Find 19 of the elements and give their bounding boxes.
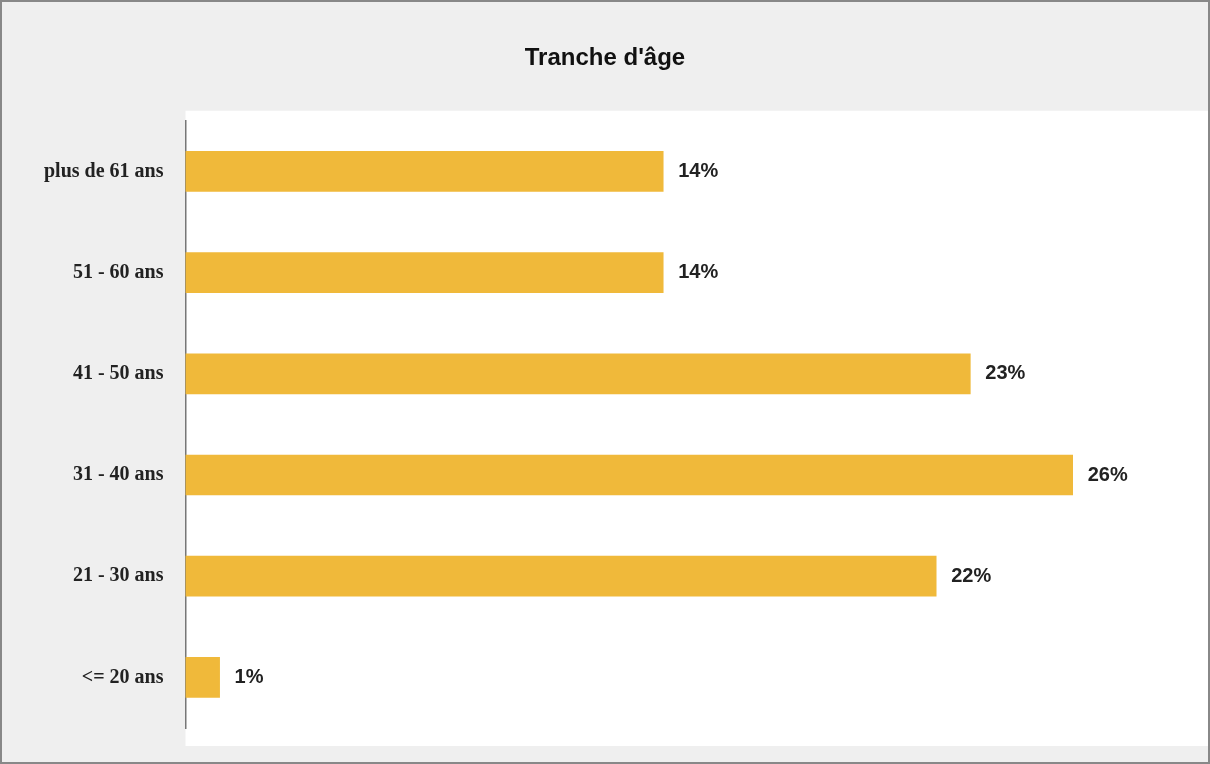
y-tick-label: <= 20 ans xyxy=(81,664,164,687)
y-tick-label: 21 - 30 ans xyxy=(72,563,164,586)
data-label: 23% xyxy=(985,361,1026,384)
bar xyxy=(185,555,937,597)
bar xyxy=(185,353,971,395)
y-tick-label: 51 - 60 ans xyxy=(72,259,164,282)
data-label: 1% xyxy=(234,664,264,687)
y-tick-label: plus de 61 ans xyxy=(43,158,164,182)
data-label: 14% xyxy=(678,158,719,181)
data-label: 26% xyxy=(1087,462,1128,485)
bar xyxy=(185,151,664,192)
y-tick-label: 31 - 40 ans xyxy=(72,462,164,485)
chart-title: Tranche d'âge xyxy=(524,43,686,71)
bar xyxy=(185,657,220,698)
bar xyxy=(185,252,664,293)
data-label: 22% xyxy=(951,563,992,586)
data-label: 14% xyxy=(678,260,719,283)
y-tick-label: 41 - 50 ans xyxy=(72,360,164,383)
bar xyxy=(185,454,1073,496)
